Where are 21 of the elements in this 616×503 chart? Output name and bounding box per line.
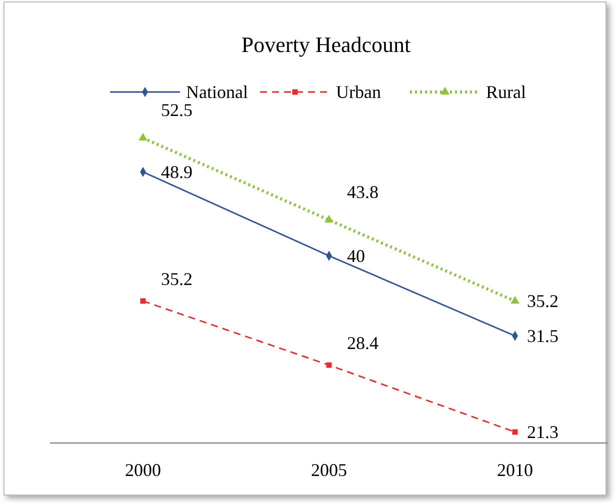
point [326, 362, 332, 368]
data-label: 40 [347, 246, 365, 266]
data-label: 43.8 [347, 182, 378, 202]
x-tick-label: 2010 [497, 460, 533, 480]
legend-label: Rural [486, 82, 526, 102]
data-label: 28.4 [347, 333, 378, 354]
point [510, 296, 520, 304]
x-tick-label: 2005 [311, 460, 347, 480]
chart-title: Poverty Headcount [241, 32, 411, 57]
point [324, 214, 334, 223]
data-label: 31.5 [527, 326, 558, 346]
data-label: 35.2 [161, 269, 192, 290]
data-label: 35.2 [527, 291, 558, 312]
data-label: 21.3 [527, 422, 558, 442]
legend-label: Urban [336, 82, 381, 102]
legend-label: National [186, 82, 248, 102]
x-tick-label: 2000 [125, 460, 161, 480]
data-label: 52.5 [161, 100, 192, 120]
point [140, 298, 146, 304]
data-label: 48.9 [161, 162, 192, 182]
point [138, 132, 148, 141]
